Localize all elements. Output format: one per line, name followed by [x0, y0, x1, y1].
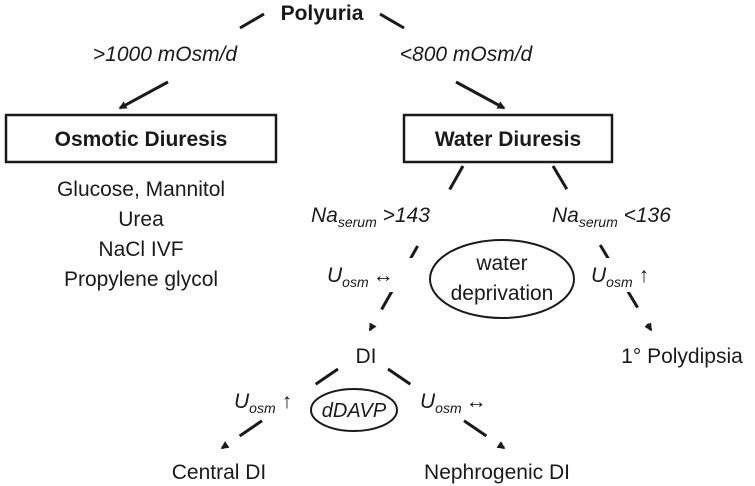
arrow-to-water [455, 80, 506, 110]
connector-water-hypernatremia [368, 165, 465, 332]
water-deprivation-test [429, 239, 575, 319]
uosm-increased-wd: Uosm ↑ [591, 264, 649, 290]
branch-condition-osmotic: >1000 mOsm/d [93, 43, 238, 66]
na-high-mask [308, 198, 462, 232]
central-di-node: Central DI [172, 461, 267, 484]
na-low-mask [548, 198, 700, 232]
connector-water-hyponatremia [551, 165, 653, 332]
water-diuresis-box [402, 113, 614, 164]
uosm-di-left-mask [232, 386, 312, 418]
osmotic-causes-list: Glucose, Mannitol Urea NaCl IVF Propylene g… [57, 178, 225, 291]
osmotic-diuresis-box [4, 113, 278, 164]
osmotic-cause-item: NaCl IVF [98, 238, 183, 261]
uosm-unchanged-ddavp: Uosm ↔ [420, 390, 487, 416]
uosm-di-right-mask [418, 386, 506, 418]
primary-polydipsia-node: 1° Polydipsia [621, 345, 743, 368]
osmotic-diuresis-title: Osmotic Diuresis [55, 128, 228, 151]
ddavp-test [310, 388, 398, 432]
uosm-right-mask [588, 258, 668, 292]
na-serum-high-condition: Naserum >143 [311, 204, 430, 230]
water-diuresis-title: Water Diuresis [435, 128, 581, 151]
connector-polyuria-left-top [239, 12, 265, 30]
arrow-to-osmotic [118, 80, 169, 110]
uosm-unchanged-wd: Uosm ↔ [327, 264, 394, 290]
na-serum-low-condition: Naserum <136 [552, 204, 671, 230]
uosm-increased-ddavp: Uosm ↑ [234, 390, 292, 416]
osmotic-cause-item: Propylene glycol [64, 268, 218, 291]
root-node: Polyuria [281, 2, 364, 25]
nephrogenic-di-node: Nephrogenic DI [424, 461, 570, 484]
ddavp-label: dDAVP [322, 400, 387, 422]
di-node: DI [356, 345, 377, 368]
water-deprivation-label-line1: water [475, 252, 527, 275]
uosm-left-mask [324, 258, 416, 292]
branch-condition-water: <800 mOsm/d [400, 43, 534, 66]
osmotic-cause-item: Glucose, Mannitol [57, 178, 225, 201]
osmotic-cause-item: Urea [118, 208, 164, 231]
connector-polyuria-right-top [379, 12, 405, 30]
water-deprivation-label-line2: deprivation [451, 282, 554, 305]
